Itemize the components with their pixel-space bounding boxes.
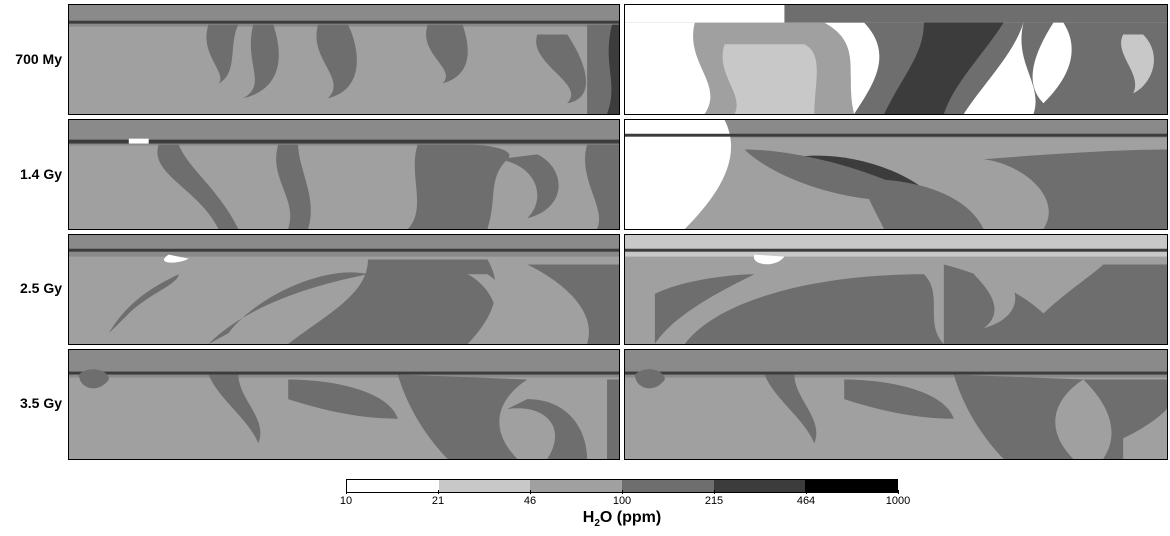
- colorbar-segment: [713, 480, 806, 492]
- colorbar-tick-label: 46: [523, 495, 537, 507]
- row-label-1.4gy: 1.4 Gy: [19, 166, 62, 182]
- colorbar-tick-mark: [621, 490, 623, 494]
- colorbar-tick-mark: [529, 490, 531, 494]
- panel-700my-left: [68, 4, 620, 115]
- panel-2.5gy-right: [624, 234, 1168, 345]
- panel-700my-right: [624, 4, 1168, 115]
- colorbar-segment: [347, 480, 439, 492]
- row-label-700my: 700 My: [15, 51, 62, 67]
- colorbar-tick-label: 215: [704, 495, 724, 507]
- colorbar-segment: [805, 480, 898, 492]
- colorbar-title: H2O (ppm): [582, 509, 662, 530]
- colorbar-tick-mark: [897, 490, 899, 494]
- colorbar-segment: [438, 480, 531, 492]
- panel-3.5gy-left: [68, 349, 620, 460]
- colorbar-tick-mark: [713, 490, 715, 494]
- colorbar-tick-mark: [345, 490, 347, 494]
- colorbar-tick-mark: [437, 490, 439, 494]
- colorbar: [346, 479, 898, 493]
- row-label-2.5gy: 2.5 Gy: [19, 280, 62, 296]
- colorbar-tick-mark: [805, 490, 807, 494]
- row-label-3.5gy: 3.5 Gy: [19, 395, 62, 411]
- colorbar-tick-label: 100: [612, 495, 632, 507]
- colorbar-tick-label: 10: [339, 495, 353, 507]
- panel-3.5gy-right: [624, 349, 1168, 460]
- colorbar-tick-label: 1000: [885, 495, 911, 507]
- panel-1.4gy-right: [624, 119, 1168, 230]
- colorbar-segment: [622, 480, 714, 492]
- colorbar-tick-label: 464: [796, 495, 816, 507]
- panel-2.5gy-left: [68, 234, 620, 345]
- panel-1.4gy-left: [68, 119, 620, 230]
- colorbar-tick-label: 21: [431, 495, 445, 507]
- colorbar-segment: [530, 480, 623, 492]
